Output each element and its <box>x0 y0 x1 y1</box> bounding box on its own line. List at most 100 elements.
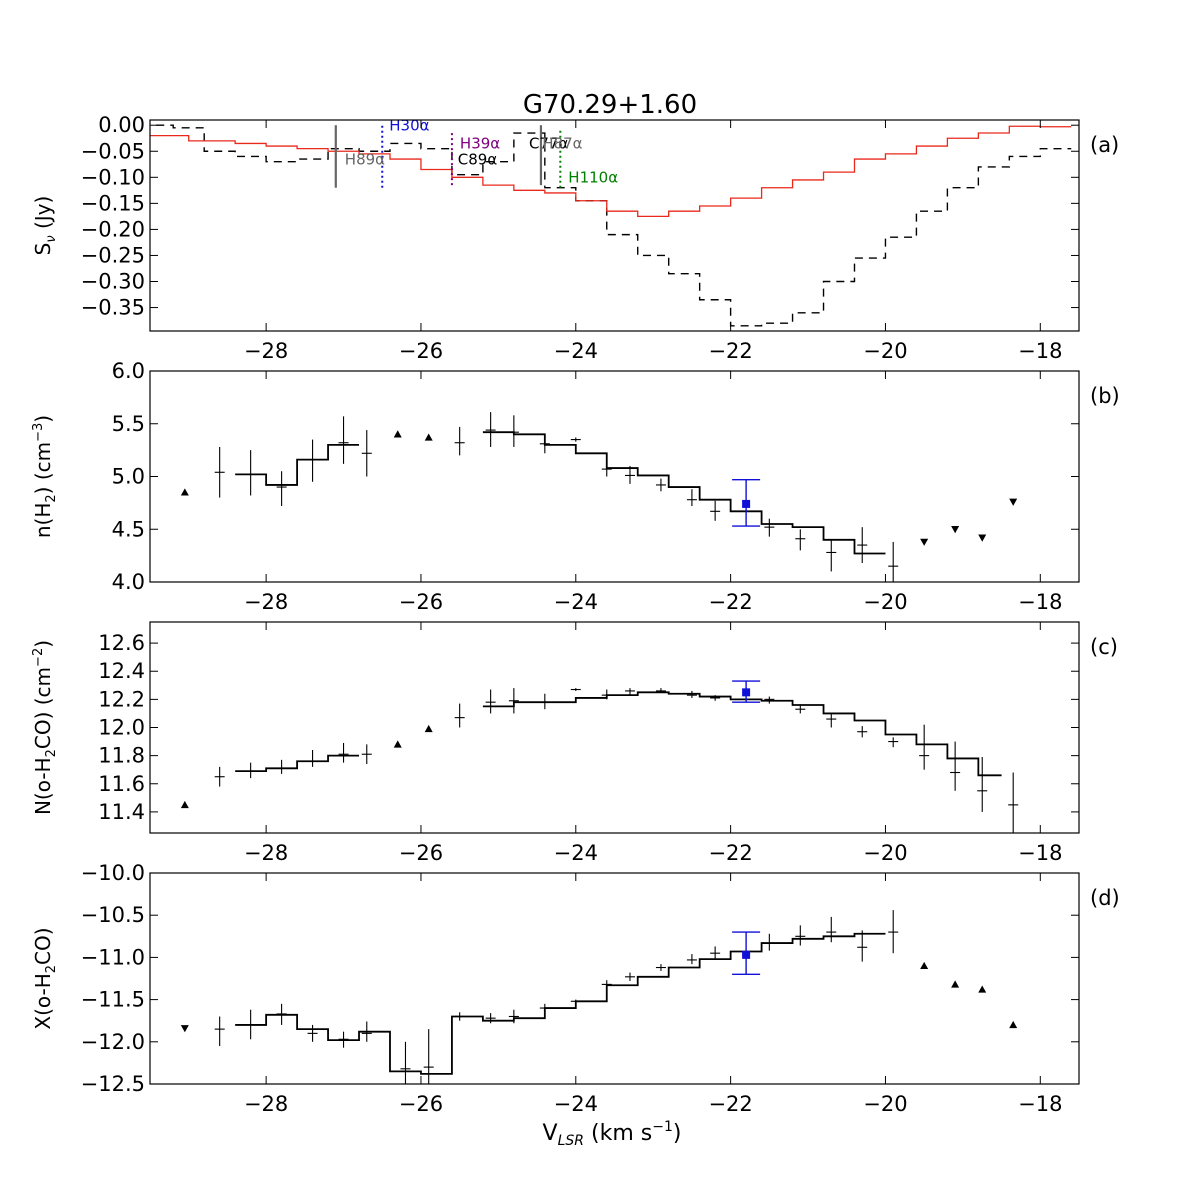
x-tick-label: −18 <box>1018 339 1062 363</box>
lower-limit-marker-0 <box>180 800 189 809</box>
panel-d: −28 −26 −24 −22 −20 −18 −10.0 −10.5 −11.0 −11.5 −1… <box>31 861 1120 1116</box>
panel-c: −28 −26 −24 −22 −20 −1811.411.611.812.012.212… <box>31 621 1118 865</box>
y-tick-label: 11.4 <box>98 800 145 824</box>
x-tick-label: −18 <box>1018 590 1062 614</box>
y-axis-label-sub: ν <box>44 235 59 242</box>
series-line-red <box>150 125 1072 218</box>
line-label-h39alpha: H39α <box>460 135 500 153</box>
line-label-c77alpha: C77α <box>529 135 569 153</box>
y-axis-label-exp: −2 <box>31 648 46 667</box>
x-tick-label: −20 <box>863 590 907 614</box>
x-tick-label: −22 <box>708 590 752 614</box>
lower-limit-marker-3 <box>1009 1020 1018 1029</box>
y-tick-label: 4.5 <box>112 517 145 541</box>
y-tick-label: −0.30 <box>81 270 145 294</box>
x-tick-label: −20 <box>863 339 907 363</box>
x-tick-label: −26 <box>399 1092 443 1116</box>
y-tick-label: −0.10 <box>81 165 145 189</box>
plot-area <box>180 680 1019 833</box>
axes-frame <box>149 119 1080 332</box>
line-label-h110alpha: H110α <box>568 169 618 187</box>
y-axis-label-close: ) <box>31 415 55 423</box>
y-tick-label: 0.00 <box>98 113 145 137</box>
y-tick-label: −0.05 <box>81 139 145 163</box>
y-tick-label: 12.0 <box>98 716 145 740</box>
y-tick-label: −0.25 <box>81 243 145 267</box>
line-label-h87alpha: H87α <box>542 135 582 153</box>
y-axis-label-main: S <box>31 243 55 256</box>
panel-label: (b) <box>1090 384 1120 408</box>
panel-label: (a) <box>1090 133 1119 157</box>
x-tick-label: −26 <box>399 590 443 614</box>
panel-b: −28 −26 −24 −22 −20 −18 4.0 4.5 5.0 5.5 6.0 (b) n(H2… <box>31 359 1120 614</box>
x-tick-label: −18 <box>1018 1092 1062 1116</box>
x-tick-label: −24 <box>554 339 598 363</box>
x-tick-label: −20 <box>863 1092 907 1116</box>
step-line <box>235 932 886 1075</box>
y-tick-label: −10.0 <box>81 861 145 885</box>
y-tick-label: −11.5 <box>81 988 145 1012</box>
x-tick-label: −24 <box>554 841 598 865</box>
y-tick-label: 5.0 <box>112 465 145 489</box>
x-tick-label: −26 <box>399 841 443 865</box>
highlight-point <box>742 950 751 959</box>
upper-limit-marker-0 <box>180 1025 189 1033</box>
x-tick-label: −28 <box>244 1092 288 1116</box>
lower-limit-marker-0 <box>920 961 929 970</box>
plot-area <box>180 910 1018 1084</box>
panel-label: (c) <box>1090 635 1118 659</box>
y-tick-label: −12.5 <box>81 1072 145 1096</box>
line-label-h89alpha: H89α <box>345 150 385 168</box>
y-tick-label: −0.35 <box>81 296 145 320</box>
lower-limit-marker-2 <box>424 433 433 441</box>
y-axis-label: X(o-H2CO) <box>31 927 59 1029</box>
y-axis-label-unit: CO) <box>31 927 55 965</box>
x-tick-label: −20 <box>863 841 907 865</box>
upper-limit-marker-1 <box>951 526 960 534</box>
x-tick-label: −22 <box>708 1092 752 1116</box>
x-axis-label-close: ) <box>673 1121 682 1146</box>
y-tick-label: −10.5 <box>81 903 145 927</box>
panel-label: (d) <box>1090 886 1120 910</box>
y-tick-label: 11.8 <box>98 744 145 768</box>
y-axis-label-sub: 2 <box>44 494 59 502</box>
highlight-point <box>742 499 751 508</box>
y-axis-label-close: ) <box>31 640 55 648</box>
x-tick-label: −28 <box>244 339 288 363</box>
lower-limit-marker-1 <box>393 740 402 748</box>
y-tick-label: 5.5 <box>112 412 145 436</box>
x-tick-label: −22 <box>708 339 752 363</box>
upper-limit-marker-0 <box>920 538 929 546</box>
lower-limit-marker-1 <box>951 980 960 988</box>
y-axis-label: Sν (Jy) <box>31 196 59 256</box>
x-tick-label: −24 <box>554 590 598 614</box>
step-line <box>235 691 1002 777</box>
y-axis-label-unit: (Jy) <box>31 196 55 236</box>
y-axis-label-sub: 2 <box>44 749 59 757</box>
y-tick-label: 12.4 <box>98 659 145 683</box>
y-tick-label: 6.0 <box>112 359 145 383</box>
plot-area <box>150 124 1072 327</box>
y-tick-label: 12.6 <box>98 631 145 655</box>
x-tick-label: −24 <box>554 1092 598 1116</box>
figure-title: G70.29+1.60 <box>523 90 697 120</box>
x-tick-label: −28 <box>244 590 288 614</box>
y-tick-label: −0.20 <box>81 217 145 241</box>
series-line-dashed <box>150 124 1072 327</box>
y-axis-label-main: X(o-H <box>31 973 55 1029</box>
y-tick-label: −12.0 <box>81 1030 145 1054</box>
line-label-h30alpha: H30α <box>389 116 429 134</box>
x-axis-label-main: V <box>543 1121 558 1146</box>
y-axis-label-unit: CO) (cm <box>31 667 55 749</box>
x-axis-label-sub: LSR <box>558 1133 584 1149</box>
x-tick-label: −28 <box>244 841 288 865</box>
axes-frame <box>149 370 1080 583</box>
y-axis-label-exp: −3 <box>31 423 46 442</box>
x-tick-label: −26 <box>399 339 443 363</box>
upper-limit-marker-3 <box>1009 498 1018 506</box>
y-tick-label: −0.15 <box>81 191 145 215</box>
y-axis-label-main: N(o-H <box>31 757 55 815</box>
x-axis-label-exp: −1 <box>652 1119 673 1135</box>
plot-area <box>180 412 1018 582</box>
